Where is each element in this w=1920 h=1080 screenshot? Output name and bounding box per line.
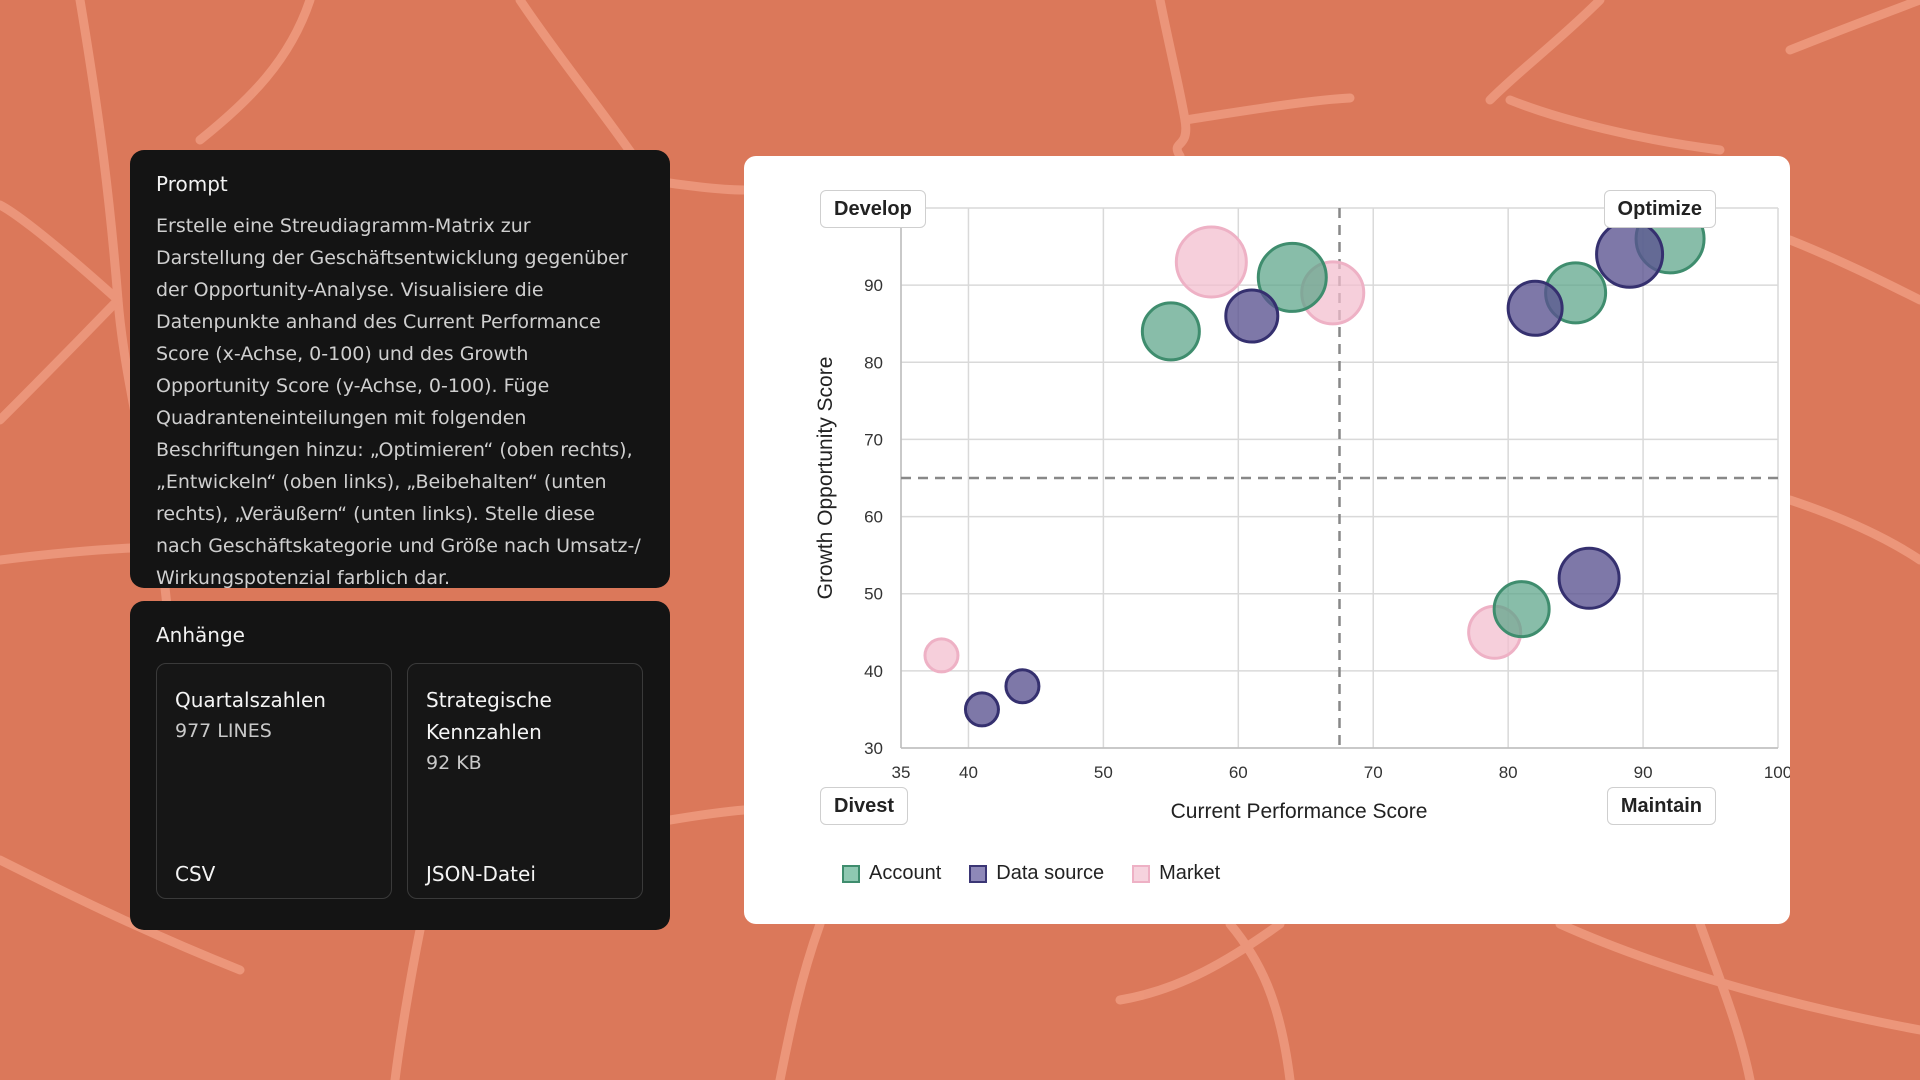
quadrant-label-divest: Divest <box>820 787 909 825</box>
y-tick-label: 50 <box>864 585 883 604</box>
attachment-card-strategische-kennzahlen[interactable]: Strategische Kennzahlen 92 KB JSON-Datei <box>407 663 643 899</box>
attachment-name: Quartalszahlen <box>175 688 326 712</box>
point-data-source <box>1506 279 1564 337</box>
x-axis-title: Current Performance Score <box>1171 800 1428 823</box>
point-data-source <box>1004 668 1041 705</box>
y-axis-title: Growth Opportunity Score <box>814 357 837 600</box>
x-tick-label: 100 <box>1764 763 1790 782</box>
point-market <box>1174 225 1248 299</box>
attachment-name: Strategische Kennzahlen <box>426 688 552 744</box>
attachment-size: 977 LINES <box>175 720 272 742</box>
y-tick-label: 70 <box>864 430 883 449</box>
x-tick-label: 60 <box>1229 763 1248 782</box>
x-tick-label: 70 <box>1364 763 1383 782</box>
quadrant-label-maintain: Maintain <box>1606 787 1716 825</box>
y-tick-label: 80 <box>864 353 883 372</box>
y-tick-label: 60 <box>864 508 883 527</box>
attachments-title: Anhänge <box>156 623 245 647</box>
x-tick-label: 40 <box>959 763 978 782</box>
legend-label: Market <box>1159 862 1221 884</box>
y-tick-label: 90 <box>864 276 883 295</box>
point-data-source <box>1557 546 1621 610</box>
attachments-panel: Anhänge Quartalszahlen 977 LINES CSV Str… <box>130 601 670 930</box>
chart-legend: Account Data source Market <box>842 862 1220 885</box>
y-tick-label: 30 <box>864 739 883 758</box>
attachment-type: CSV <box>175 862 216 886</box>
point-data-source <box>1595 219 1665 289</box>
prompt-panel: Prompt Erstelle eine Streudiagramm-Matri… <box>130 150 670 589</box>
chart-card: 3540506070809010030405060708090100 Curre… <box>744 156 1790 924</box>
point-account <box>1256 241 1328 313</box>
point-data-source <box>963 691 1000 728</box>
x-tick-label: 80 <box>1499 763 1518 782</box>
attachment-list: Quartalszahlen 977 LINES CSV Strategisch… <box>156 663 644 899</box>
prompt-title: Prompt <box>156 172 228 196</box>
attachment-type: JSON-Datei <box>426 862 536 886</box>
legend-swatch-account <box>842 864 860 883</box>
point-market <box>923 637 960 674</box>
x-tick-label: 35 <box>892 763 911 782</box>
legend-item-account[interactable]: Account <box>842 862 941 885</box>
legend-swatch-data-source <box>969 864 988 883</box>
y-tick-label: 40 <box>864 662 883 681</box>
quadrant-label-optimize: Optimize <box>1603 190 1716 228</box>
point-account <box>1140 301 1201 362</box>
x-tick-label: 90 <box>1634 763 1653 782</box>
point-account <box>1492 580 1551 639</box>
x-tick-label: 50 <box>1094 763 1113 782</box>
prompt-text: Erstelle eine Streudiagramm-Matrix zur D… <box>156 215 641 589</box>
attachment-card-quartalszahlen[interactable]: Quartalszahlen 977 LINES CSV <box>156 663 392 899</box>
quadrant-label-develop: Develop <box>820 190 926 228</box>
legend-swatch-market <box>1132 864 1151 883</box>
legend-label: Data source <box>996 862 1105 884</box>
chart-points <box>923 203 1706 728</box>
legend-label: Account <box>869 862 942 884</box>
point-data-source <box>1224 288 1280 344</box>
legend-item-data-source[interactable]: Data source <box>969 862 1104 885</box>
attachment-size: 92 KB <box>426 752 482 774</box>
legend-item-market[interactable]: Market <box>1132 862 1220 885</box>
